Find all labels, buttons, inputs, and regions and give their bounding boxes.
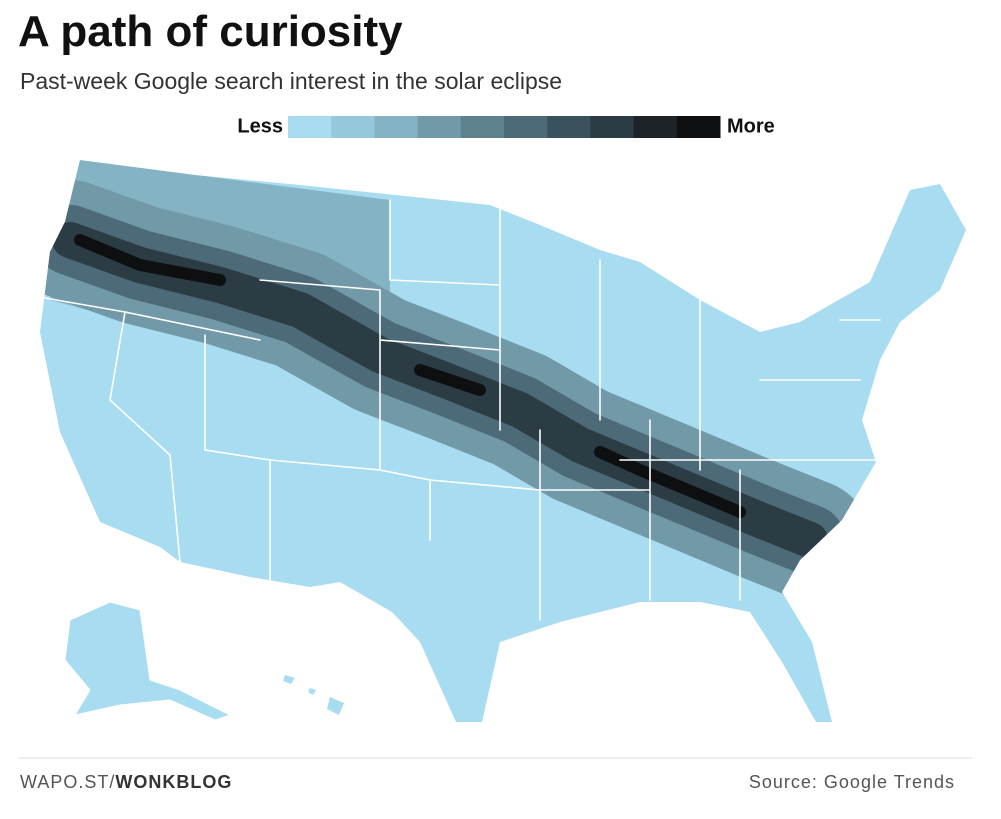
legend-swatch xyxy=(590,116,635,138)
footer-link: WAPO.ST/WONKBLOG xyxy=(20,772,232,792)
title: A path of curiosity xyxy=(18,7,403,56)
map xyxy=(40,160,966,722)
footer-link-prefix: WAPO.ST/ xyxy=(20,772,115,792)
legend-swatch xyxy=(676,116,721,138)
subtitle: Past-week Google search interest in the … xyxy=(20,68,562,94)
legend-swatch xyxy=(417,116,462,138)
legend-swatch xyxy=(460,116,505,138)
state-lines xyxy=(44,199,881,621)
legend-scale xyxy=(288,116,721,138)
alaska xyxy=(64,601,232,721)
legend-low: Less xyxy=(237,115,283,137)
legend-swatch xyxy=(331,116,375,138)
footer-link-bold: WONKBLOG xyxy=(115,772,232,792)
legend-swatch xyxy=(547,116,591,138)
legend-swatch xyxy=(633,116,678,138)
legend-high: More xyxy=(727,115,775,137)
band-core xyxy=(74,234,746,518)
source: Source: Google Trends xyxy=(749,772,955,792)
legend-swatch xyxy=(288,116,332,138)
legend-swatch xyxy=(374,116,419,138)
legend-swatch xyxy=(504,116,548,138)
hawaii xyxy=(283,675,344,715)
